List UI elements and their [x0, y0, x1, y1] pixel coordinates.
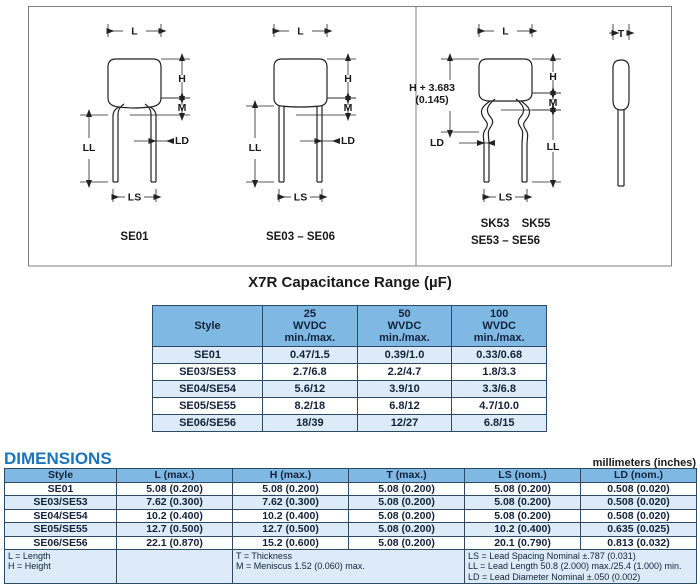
svg-text:LL: LL	[249, 142, 262, 154]
svg-text:LS: LS	[128, 192, 141, 204]
svg-text:H + 3.683: H + 3.683	[409, 82, 455, 94]
svg-text:LD: LD	[430, 137, 444, 149]
svg-text:LD: LD	[341, 135, 355, 147]
svg-text:M: M	[178, 102, 187, 114]
svg-text:LD: LD	[175, 135, 189, 147]
svg-text:LS: LS	[499, 192, 512, 204]
svg-text:LS: LS	[294, 192, 307, 204]
svg-text:SE53 – SE56: SE53 – SE56	[471, 235, 540, 247]
svg-text:SK53: SK53	[481, 218, 510, 230]
svg-text:SE03 – SE06: SE03 – SE06	[266, 231, 335, 243]
svg-text:L: L	[297, 26, 304, 38]
svg-text:M: M	[549, 97, 558, 109]
svg-text:H: H	[178, 73, 186, 85]
svg-text:T: T	[618, 28, 625, 40]
svg-text:LL: LL	[547, 141, 560, 153]
svg-text:H: H	[344, 73, 352, 85]
svg-text:SE01: SE01	[120, 231, 149, 243]
svg-text:(0.145): (0.145)	[415, 94, 448, 106]
svg-text:M: M	[344, 102, 353, 114]
svg-text:L: L	[131, 26, 138, 38]
svg-text:L: L	[502, 26, 509, 38]
svg-text:LL: LL	[83, 142, 96, 154]
svg-text:SK55: SK55	[522, 218, 551, 230]
svg-text:H: H	[549, 71, 557, 83]
